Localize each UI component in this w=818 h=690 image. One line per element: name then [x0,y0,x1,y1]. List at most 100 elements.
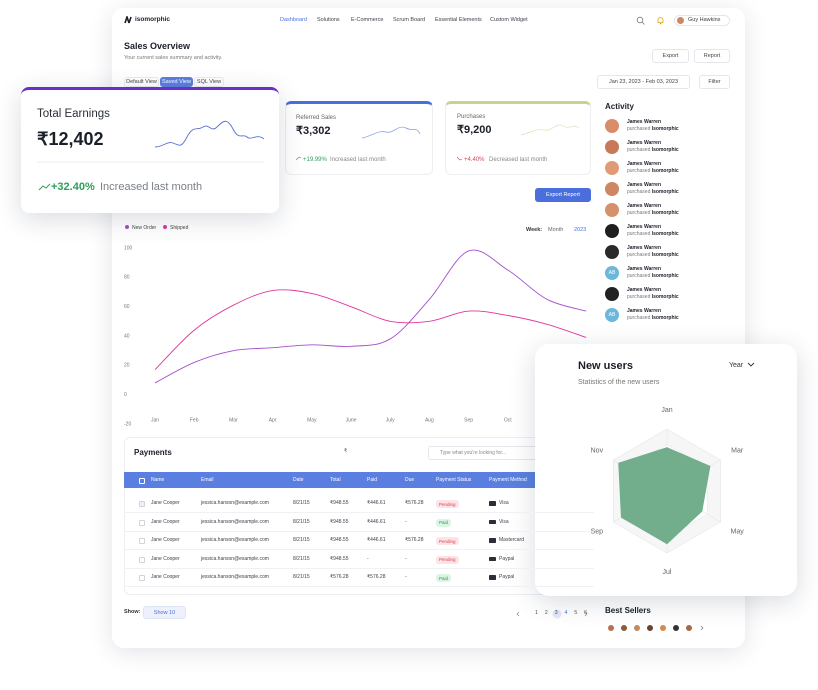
logo-icon [124,16,132,24]
search-placeholder[interactable]: Type what you're looking for... [440,450,506,456]
status-pill: Pending [436,555,459,564]
card-note: Decreased last month [489,157,548,163]
bell-icon[interactable] [656,16,665,25]
payment-method-icon [489,575,496,580]
table-cell: jessica.hanson@example.com [201,500,269,506]
y-tick-label: 20 [124,363,130,369]
export-report-button[interactable]: Export Report [535,188,591,202]
legend-label: Shipped [170,225,189,231]
row-checkbox[interactable] [139,501,145,507]
row-checkbox[interactable] [139,519,145,526]
tab-label: Default View [126,79,157,85]
nav-link[interactable]: E-Commerce [351,17,384,23]
status-pill: Pending [436,537,459,545]
column-header[interactable]: Due [405,477,415,483]
nav-link[interactable]: Solutions [317,17,340,23]
table-cell: - [405,574,407,580]
avatar-initials: AB [608,270,616,276]
sparkline [361,126,421,139]
nav-link[interactable]: Dashboard [280,17,307,23]
period-select[interactable]: Year [729,362,744,369]
page-number[interactable]: 5 [574,610,578,616]
card-note: Increased last month [100,181,203,193]
column-header[interactable]: Total [330,477,341,483]
column-header[interactable]: Date [293,477,304,483]
activity-name: James Warren [627,266,661,272]
radar-chart: Jan Mar May Jul Sep Nov [591,407,745,576]
table-cell: Jane Cooper [151,574,180,580]
column-header[interactable]: Email [201,477,214,483]
period-tab[interactable]: Week: [526,227,543,233]
activity-object: Isomorphic [651,126,679,132]
row-divider [124,586,594,587]
nav-link[interactable]: Scrum Board [393,17,426,23]
row-checkbox[interactable] [139,556,145,563]
tab-active[interactable]: Saved View [160,77,193,87]
activity-action: purchased [627,189,651,195]
period-tab[interactable]: 2023 [574,227,587,233]
table-cell: ₹948.55 [330,555,349,562]
activity-action: purchased [627,231,651,237]
activity-avatar [605,182,619,196]
pagination-arrows[interactable] [512,608,592,620]
table-cell: 8/21/15 [293,555,310,562]
tab[interactable]: SQL View [194,77,224,87]
page-number[interactable]: 3 [554,610,558,616]
show-select[interactable]: Show 10 [143,606,186,619]
column-header[interactable]: Paid [367,477,378,483]
activity-action: purchased [627,315,651,321]
y-tick-label: 40 [124,333,130,339]
report-button[interactable]: Report [694,49,730,63]
card-title: Total Earnings [37,108,110,120]
user-avatar [677,17,684,24]
activity-name: James Warren [627,203,661,209]
activity-line: purchased Isomorphic [627,127,679,132]
activity-action: purchased [627,126,651,132]
column-header[interactable]: Payment Status [436,477,472,483]
column-header[interactable]: Payment Method [489,477,527,483]
period-tab[interactable]: Month [548,227,564,233]
user-name[interactable]: Guy Hawkins [688,17,721,23]
page-number[interactable]: 4 [564,610,568,616]
row-checkbox[interactable] [139,538,145,544]
page-number[interactable]: 1 [535,610,539,616]
radar-area [618,447,711,545]
x-tick-label: Apr [269,417,277,423]
total-earnings-graphics [37,120,265,191]
report-label: Report [703,53,721,59]
tab-label: SQL View [196,79,222,85]
date-range[interactable]: Jan 23, 2023 - Feb 03, 2023 [597,75,690,89]
x-tick-label: July [386,417,395,423]
chevron-icon[interactable] [747,362,755,368]
best-sellers-title: Best Sellers [605,606,651,615]
card-note: Increased last month [330,157,386,163]
activity-name: James Warren [627,182,661,188]
x-tick-label: May [307,417,317,423]
legend-marker [163,225,167,229]
export-button[interactable]: Export [652,49,689,63]
activity-action: purchased [627,294,651,300]
column-header[interactable]: Name [151,477,165,483]
table-cell: ₹576.28 [367,574,386,580]
page-number[interactable]: 6 [584,610,588,616]
x-tick-label: Sep [464,417,473,423]
page-number[interactable]: 2 [544,610,548,616]
table-cell: ₹446.61 [367,500,386,506]
header-checkbox[interactable] [139,478,145,484]
nav-link[interactable]: Custom Widget [490,17,528,23]
y-tick-label: -20 [124,421,131,427]
user-menu[interactable] [674,15,730,26]
avatar-initials: AB [608,312,616,318]
activity-line: purchased Isomorphic [627,274,679,279]
table-cell: 8/21/15 [293,500,310,506]
nav-link[interactable]: Essential Elements [435,17,482,23]
search-icon[interactable] [636,16,645,25]
page-subtitle: Your current sales summary and activity. [124,55,223,61]
row-checkbox[interactable] [139,575,145,581]
filter-button[interactable]: Filter [699,75,730,89]
tab[interactable]: Default View [124,77,159,87]
table-cell: 8/21/15 [293,518,310,525]
status-pill: Paid [436,574,452,582]
activity-avatar [605,140,619,154]
